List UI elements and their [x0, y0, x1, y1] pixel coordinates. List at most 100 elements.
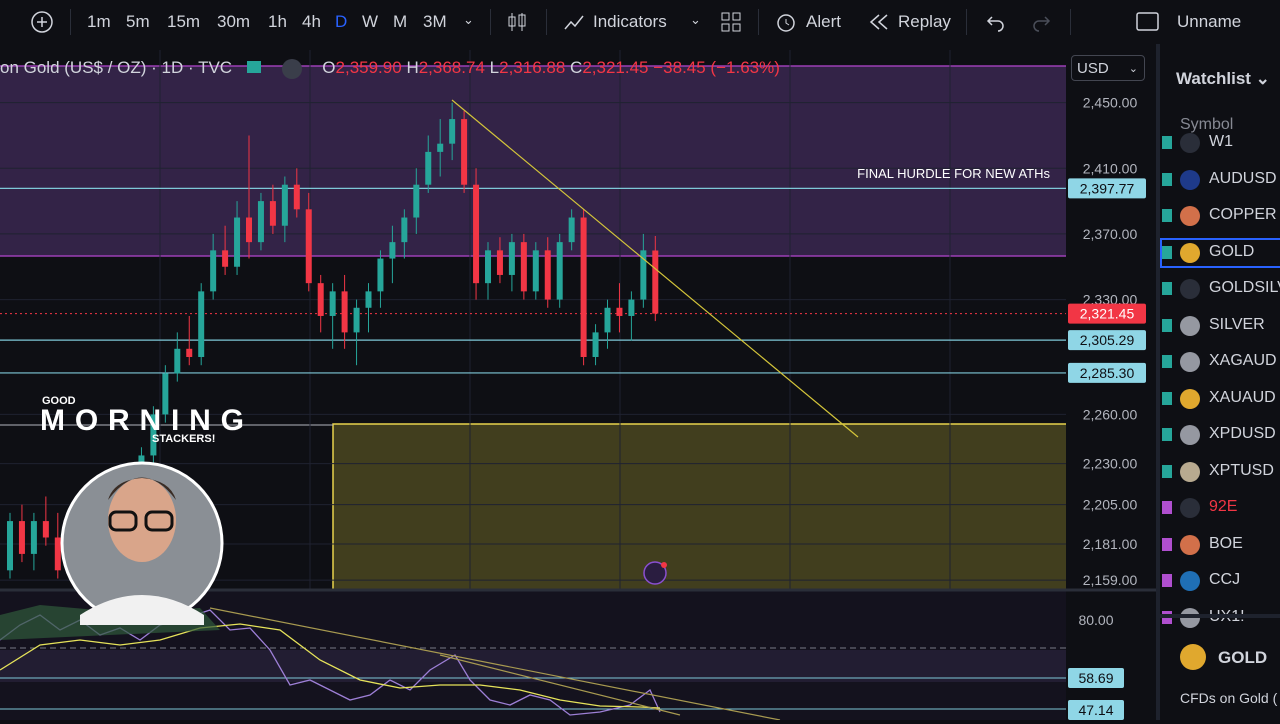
candle-body — [496, 250, 503, 275]
symbol-name: XAGAUD — [1209, 352, 1277, 369]
interval-button[interactable]: 3M — [423, 12, 447, 31]
flag — [1162, 464, 1172, 478]
symbol-name: 92E — [1209, 498, 1238, 515]
ohlc-letter: H — [406, 58, 419, 77]
overlay: GOOD MORNING STACKERS! — [40, 395, 244, 625]
watchlist-item[interactable]: CCJ — [1160, 566, 1280, 596]
y-tick-label: 2,230.00 — [1083, 456, 1138, 472]
add-symbol-icon[interactable] — [30, 10, 54, 34]
indicators-icon[interactable] — [562, 10, 586, 34]
level-tag — [1068, 330, 1146, 351]
level-label: 2,285.30 — [1080, 365, 1135, 381]
high-value: 2,368.74 — [418, 58, 485, 77]
symbol-icon — [1180, 169, 1200, 190]
currency-select[interactable]: USD ⌄ — [1071, 55, 1145, 81]
candle-body — [568, 217, 575, 243]
watchlist-item[interactable]: BOE — [1160, 530, 1280, 560]
watchlist-item[interactable]: XAGAUD — [1160, 347, 1280, 377]
candle-body — [508, 242, 515, 275]
flag — [1162, 574, 1172, 587]
level-tag — [1068, 362, 1146, 383]
watchlist-item[interactable]: XPTUSD — [1160, 457, 1280, 487]
change-value: −38.45 (−1.63%) — [653, 58, 780, 77]
symbol-icon — [1180, 352, 1200, 372]
interval-button[interactable]: 30m — [217, 12, 251, 31]
candle-type-icon[interactable] — [506, 10, 528, 34]
annotation: FINAL HURDLE FOR NEW ATHs — [857, 166, 1050, 181]
watchlist-item[interactable]: W1 — [1160, 128, 1280, 158]
candle-body — [281, 184, 288, 226]
candle-body — [150, 414, 157, 456]
flag — [1162, 209, 1172, 222]
ohlc-letter: O — [322, 58, 336, 77]
interval-button[interactable]: 5m — [126, 12, 150, 31]
watchlist-item[interactable]: GOLD — [1160, 237, 1280, 268]
flag — [1162, 501, 1172, 514]
price-axis: 2,450.00 2,410.00 2,370.00 2,330.00 2,260.00… — [1068, 95, 1146, 720]
alert-button[interactable]: Alert — [806, 12, 841, 31]
y-tick-label: 2,181.00 — [1083, 536, 1138, 552]
candle-body — [7, 521, 13, 571]
last-price-tag — [1068, 303, 1146, 324]
candle-body — [186, 348, 193, 357]
candle-body — [652, 250, 659, 314]
interval-button[interactable]: M — [393, 12, 408, 31]
low-value: 2,316.88 — [499, 58, 566, 77]
column-header: Symbol — [1180, 116, 1234, 133]
candle-body — [257, 201, 264, 243]
symbol-name: W1 — [1209, 133, 1233, 150]
watchlist-item[interactable]: AUDUSD — [1160, 165, 1280, 195]
watchlist-item[interactable]: COPPER — [1160, 201, 1280, 231]
interval-button[interactable]: 15m — [167, 12, 201, 31]
watchlist-item[interactable]: GOLDSILV — [1160, 274, 1280, 304]
symbol-icon — [1180, 571, 1200, 591]
layout-name[interactable]: Unname — [1177, 12, 1242, 31]
watchlist-item[interactable]: SILVER — [1160, 311, 1280, 341]
level-label: 2,397.77 — [1080, 180, 1135, 196]
layout-toggle[interactable] — [1136, 11, 1160, 33]
layout-icon[interactable] — [720, 11, 742, 33]
open-value: 2,359.90 — [335, 58, 402, 77]
candle-body — [210, 250, 217, 292]
flag — [1162, 245, 1172, 259]
candle-body — [269, 201, 276, 226]
candle-body — [401, 217, 408, 243]
symbol-icon — [1180, 279, 1200, 299]
symbol-name: BOE — [1209, 534, 1243, 552]
interval-button[interactable]: D — [335, 12, 348, 31]
candle-body — [461, 119, 468, 185]
candle-body — [30, 521, 37, 554]
replay-icon[interactable] — [868, 11, 890, 33]
chart: FINAL HURDLE FOR NEW ATHs GOOD MORNING S… — [0, 44, 1156, 720]
watchlist-item[interactable]: XPDUSD — [1160, 420, 1280, 450]
symbol-name: XPDUSD — [1209, 425, 1276, 442]
watchlist-title[interactable]: Watchlist ⌄ — [1176, 69, 1270, 88]
candle-body — [616, 307, 623, 316]
interval-button[interactable]: 4h — [302, 12, 321, 31]
interval-button[interactable]: W — [362, 12, 379, 31]
candle-body — [520, 242, 527, 292]
candle-body — [544, 250, 551, 300]
last-price-label: 2,321.45 — [1080, 306, 1135, 322]
symbol-name: GOLDSILV — [1209, 279, 1280, 296]
symbol-name: XPTUSD — [1209, 461, 1274, 479]
detail-desc: CFDs on Gold ( — [1180, 690, 1278, 706]
candle-body — [293, 184, 300, 210]
watchlist-item[interactable]: XAUAUD — [1160, 384, 1280, 414]
symbol-icon — [1180, 534, 1200, 555]
candle-body — [532, 250, 539, 292]
watchlist-item[interactable]: 92E — [1160, 493, 1280, 523]
event-icon[interactable] — [643, 561, 667, 585]
undo-icon[interactable] — [985, 11, 1007, 33]
candle-body — [198, 291, 205, 357]
interval-button[interactable]: 1h — [268, 12, 287, 31]
y-tick-label: 2,370.00 — [1083, 226, 1138, 242]
indicators-button[interactable]: Indicators — [593, 12, 667, 31]
toolbar: 1m 5m 15m 30m 1h 4h D W M 3M ⌄ Indicators ⌄ Alert… — [0, 0, 1280, 45]
flag — [1162, 355, 1172, 368]
alert-icon[interactable] — [774, 10, 798, 34]
replay-button[interactable]: Replay — [898, 12, 951, 31]
redo-icon[interactable] — [1030, 11, 1052, 33]
interval-button[interactable]: 1m — [87, 12, 111, 31]
